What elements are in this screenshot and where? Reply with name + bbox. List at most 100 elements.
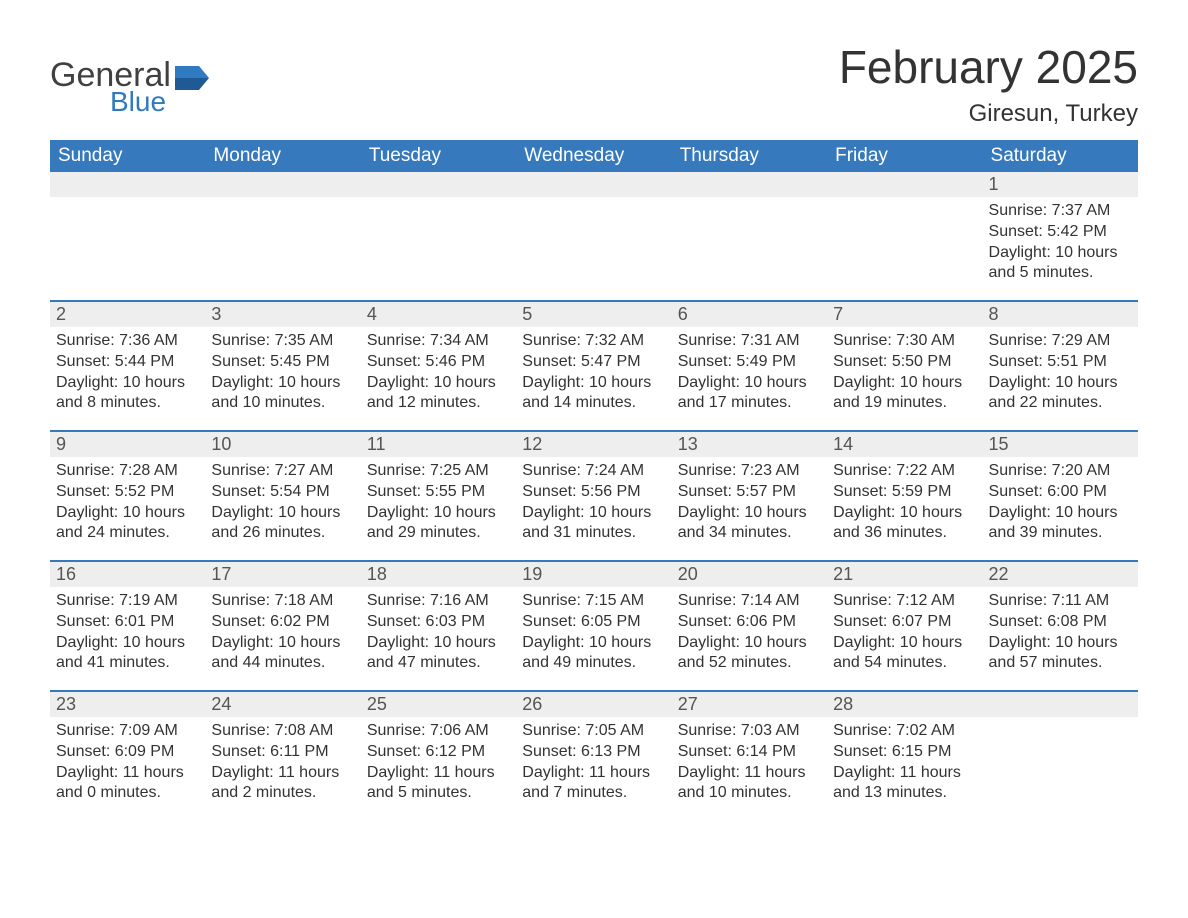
calendar-empty-cell xyxy=(827,172,982,300)
weekday-header: Thursday xyxy=(672,140,827,172)
day-number: 11 xyxy=(361,432,516,457)
calendar-empty-cell xyxy=(672,172,827,300)
calendar-day-cell: 10Sunrise: 7:27 AMSunset: 5:54 PMDayligh… xyxy=(205,432,360,560)
day-details: Sunrise: 7:02 AMSunset: 6:15 PMDaylight:… xyxy=(827,717,982,810)
calendar-day-cell: 4Sunrise: 7:34 AMSunset: 5:46 PMDaylight… xyxy=(361,302,516,430)
calendar-empty-cell xyxy=(516,172,671,300)
calendar-week-row: 16Sunrise: 7:19 AMSunset: 6:01 PMDayligh… xyxy=(50,562,1138,690)
calendar-empty-cell xyxy=(205,172,360,300)
calendar-day-cell: 12Sunrise: 7:24 AMSunset: 5:56 PMDayligh… xyxy=(516,432,671,560)
empty-day-number xyxy=(983,692,1138,717)
day-number: 21 xyxy=(827,562,982,587)
calendar-day-cell: 8Sunrise: 7:29 AMSunset: 5:51 PMDaylight… xyxy=(983,302,1138,430)
day-details: Sunrise: 7:15 AMSunset: 6:05 PMDaylight:… xyxy=(516,587,671,680)
weekday-header-row: SundayMondayTuesdayWednesdayThursdayFrid… xyxy=(50,140,1138,172)
day-details: Sunrise: 7:14 AMSunset: 6:06 PMDaylight:… xyxy=(672,587,827,680)
calendar-day-cell: 18Sunrise: 7:16 AMSunset: 6:03 PMDayligh… xyxy=(361,562,516,690)
day-details: Sunrise: 7:23 AMSunset: 5:57 PMDaylight:… xyxy=(672,457,827,550)
day-details: Sunrise: 7:12 AMSunset: 6:07 PMDaylight:… xyxy=(827,587,982,680)
empty-day-number xyxy=(827,172,982,197)
calendar-day-cell: 20Sunrise: 7:14 AMSunset: 6:06 PMDayligh… xyxy=(672,562,827,690)
calendar-day-cell: 27Sunrise: 7:03 AMSunset: 6:14 PMDayligh… xyxy=(672,692,827,820)
day-number: 15 xyxy=(983,432,1138,457)
day-number: 24 xyxy=(205,692,360,717)
day-number: 20 xyxy=(672,562,827,587)
day-details: Sunrise: 7:08 AMSunset: 6:11 PMDaylight:… xyxy=(205,717,360,810)
day-details: Sunrise: 7:09 AMSunset: 6:09 PMDaylight:… xyxy=(50,717,205,810)
day-details: Sunrise: 7:37 AMSunset: 5:42 PMDaylight:… xyxy=(983,197,1138,290)
empty-day-number xyxy=(361,172,516,197)
calendar-day-cell: 13Sunrise: 7:23 AMSunset: 5:57 PMDayligh… xyxy=(672,432,827,560)
title-block: February 2025 Giresun, Turkey xyxy=(839,40,1138,128)
weekday-header: Sunday xyxy=(50,140,205,172)
day-number: 16 xyxy=(50,562,205,587)
calendar-empty-cell xyxy=(50,172,205,300)
day-number: 26 xyxy=(516,692,671,717)
day-details: Sunrise: 7:25 AMSunset: 5:55 PMDaylight:… xyxy=(361,457,516,550)
calendar-day-cell: 6Sunrise: 7:31 AMSunset: 5:49 PMDaylight… xyxy=(672,302,827,430)
day-number: 18 xyxy=(361,562,516,587)
empty-day-number xyxy=(516,172,671,197)
day-number: 13 xyxy=(672,432,827,457)
day-details: Sunrise: 7:36 AMSunset: 5:44 PMDaylight:… xyxy=(50,327,205,420)
day-number: 22 xyxy=(983,562,1138,587)
day-number: 25 xyxy=(361,692,516,717)
day-number: 7 xyxy=(827,302,982,327)
day-details: Sunrise: 7:18 AMSunset: 6:02 PMDaylight:… xyxy=(205,587,360,680)
calendar-day-cell: 15Sunrise: 7:20 AMSunset: 6:00 PMDayligh… xyxy=(983,432,1138,560)
calendar-body: 1Sunrise: 7:37 AMSunset: 5:42 PMDaylight… xyxy=(50,172,1138,820)
day-number: 28 xyxy=(827,692,982,717)
day-number: 14 xyxy=(827,432,982,457)
calendar-empty-cell xyxy=(983,692,1138,820)
calendar-day-cell: 24Sunrise: 7:08 AMSunset: 6:11 PMDayligh… xyxy=(205,692,360,820)
day-number: 3 xyxy=(205,302,360,327)
brand-logo: General Blue xyxy=(50,40,209,116)
day-number: 9 xyxy=(50,432,205,457)
calendar-day-cell: 28Sunrise: 7:02 AMSunset: 6:15 PMDayligh… xyxy=(827,692,982,820)
brand-part2: Blue xyxy=(110,88,171,116)
day-number: 4 xyxy=(361,302,516,327)
calendar-day-cell: 26Sunrise: 7:05 AMSunset: 6:13 PMDayligh… xyxy=(516,692,671,820)
calendar-day-cell: 21Sunrise: 7:12 AMSunset: 6:07 PMDayligh… xyxy=(827,562,982,690)
day-number: 12 xyxy=(516,432,671,457)
calendar-day-cell: 22Sunrise: 7:11 AMSunset: 6:08 PMDayligh… xyxy=(983,562,1138,690)
empty-day-number xyxy=(672,172,827,197)
day-number: 10 xyxy=(205,432,360,457)
day-details: Sunrise: 7:35 AMSunset: 5:45 PMDaylight:… xyxy=(205,327,360,420)
calendar-week-row: 1Sunrise: 7:37 AMSunset: 5:42 PMDaylight… xyxy=(50,172,1138,300)
calendar-empty-cell xyxy=(361,172,516,300)
day-details: Sunrise: 7:30 AMSunset: 5:50 PMDaylight:… xyxy=(827,327,982,420)
calendar-day-cell: 17Sunrise: 7:18 AMSunset: 6:02 PMDayligh… xyxy=(205,562,360,690)
flag-icon xyxy=(175,64,209,92)
day-number: 8 xyxy=(983,302,1138,327)
calendar-day-cell: 2Sunrise: 7:36 AMSunset: 5:44 PMDaylight… xyxy=(50,302,205,430)
day-number: 6 xyxy=(672,302,827,327)
day-number: 23 xyxy=(50,692,205,717)
weekday-header: Tuesday xyxy=(361,140,516,172)
calendar-day-cell: 16Sunrise: 7:19 AMSunset: 6:01 PMDayligh… xyxy=(50,562,205,690)
empty-day-number xyxy=(50,172,205,197)
calendar-day-cell: 3Sunrise: 7:35 AMSunset: 5:45 PMDaylight… xyxy=(205,302,360,430)
day-number: 2 xyxy=(50,302,205,327)
day-details: Sunrise: 7:11 AMSunset: 6:08 PMDaylight:… xyxy=(983,587,1138,680)
day-details: Sunrise: 7:03 AMSunset: 6:14 PMDaylight:… xyxy=(672,717,827,810)
calendar-week-row: 2Sunrise: 7:36 AMSunset: 5:44 PMDaylight… xyxy=(50,302,1138,430)
calendar-week-row: 23Sunrise: 7:09 AMSunset: 6:09 PMDayligh… xyxy=(50,692,1138,820)
calendar-day-cell: 1Sunrise: 7:37 AMSunset: 5:42 PMDaylight… xyxy=(983,172,1138,300)
day-details: Sunrise: 7:24 AMSunset: 5:56 PMDaylight:… xyxy=(516,457,671,550)
day-details: Sunrise: 7:06 AMSunset: 6:12 PMDaylight:… xyxy=(361,717,516,810)
day-number: 17 xyxy=(205,562,360,587)
header-row: General Blue February 2025 Giresun, Turk… xyxy=(50,40,1138,128)
day-details: Sunrise: 7:16 AMSunset: 6:03 PMDaylight:… xyxy=(361,587,516,680)
weekday-header: Wednesday xyxy=(516,140,671,172)
calendar-day-cell: 5Sunrise: 7:32 AMSunset: 5:47 PMDaylight… xyxy=(516,302,671,430)
day-number: 27 xyxy=(672,692,827,717)
calendar-week-row: 9Sunrise: 7:28 AMSunset: 5:52 PMDaylight… xyxy=(50,432,1138,560)
day-details: Sunrise: 7:28 AMSunset: 5:52 PMDaylight:… xyxy=(50,457,205,550)
location-label: Giresun, Turkey xyxy=(839,100,1138,128)
day-details: Sunrise: 7:27 AMSunset: 5:54 PMDaylight:… xyxy=(205,457,360,550)
weekday-header: Saturday xyxy=(983,140,1138,172)
day-details: Sunrise: 7:32 AMSunset: 5:47 PMDaylight:… xyxy=(516,327,671,420)
month-title: February 2025 xyxy=(839,40,1138,94)
day-details: Sunrise: 7:34 AMSunset: 5:46 PMDaylight:… xyxy=(361,327,516,420)
